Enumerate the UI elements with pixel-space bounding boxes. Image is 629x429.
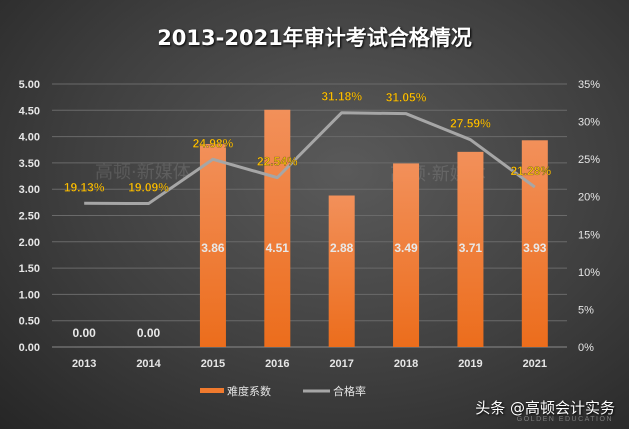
bar-2016 [264, 109, 291, 347]
legend-label-line: 合格率 [333, 384, 366, 398]
bar-2018 [393, 163, 420, 347]
left-axis-tick: 3.00 [19, 184, 40, 196]
right-axis-tick: 25% [578, 154, 600, 166]
x-axis-tick: 2015 [201, 358, 225, 370]
bar-label: 3.49 [394, 241, 418, 255]
footer-credit: 头条 @高顿会计实务 [475, 399, 615, 417]
bar-label: 2.88 [330, 241, 354, 255]
left-axis-tick: 5.00 [19, 79, 40, 91]
line-label: 19.13% [64, 180, 105, 194]
right-axis-tick: 10% [578, 267, 600, 279]
right-axis-tick: 15% [578, 229, 600, 241]
x-axis-tick: 2017 [329, 358, 353, 370]
right-axis-tick: 5% [578, 304, 594, 316]
left-axis-tick: 0.00 [19, 342, 40, 354]
left-axis-tick: 2.50 [19, 211, 40, 223]
bar-label: 0.00 [137, 326, 161, 340]
bar-2021 [521, 140, 548, 347]
line-label: 19.09% [128, 181, 169, 195]
right-axis-tick: 0% [578, 342, 594, 354]
line-label: 31.18% [321, 90, 362, 104]
line-label: 22.54% [257, 155, 298, 169]
left-axis-tick: 4.50 [19, 105, 40, 117]
chart-title: 2013-2021年审计考试合格情况 [157, 26, 472, 50]
bar-label: 3.71 [459, 241, 483, 255]
left-axis-tick: 4.00 [19, 132, 40, 144]
x-axis-tick: 2018 [394, 358, 418, 370]
x-axis-tick: 2019 [458, 358, 482, 370]
bar-2017 [328, 195, 355, 347]
bar-2019 [457, 151, 484, 347]
left-axis-tick: 1.50 [19, 263, 40, 275]
x-axis-tick: 2016 [265, 358, 289, 370]
watermark-text: 高顿·新媒体 [95, 162, 191, 183]
left-axis-tick: 0.50 [19, 316, 40, 328]
left-axis-tick: 1.00 [19, 289, 40, 301]
x-axis-tick: 2014 [136, 358, 161, 370]
bar-2015 [199, 143, 226, 347]
bar-label: 4.51 [266, 241, 290, 255]
right-axis-tick: 30% [578, 117, 600, 129]
legend-label-bars: 难度系数 [227, 384, 271, 398]
line-label: 24.98% [193, 136, 234, 150]
right-axis-tick: 35% [578, 79, 600, 91]
line-pass-rate [84, 111, 536, 206]
x-axis-tick: 2021 [523, 358, 547, 370]
left-axis-tick: 2.00 [19, 237, 40, 249]
bar-label: 3.93 [523, 241, 547, 255]
footer-brand: GOLDEN EDUCATION [516, 416, 613, 423]
bar-label: 0.00 [73, 326, 97, 340]
legend-swatch-bars [200, 388, 224, 393]
right-axis-tick: 20% [578, 192, 600, 204]
left-axis-tick: 3.50 [19, 158, 40, 170]
bar-label: 3.86 [201, 241, 225, 255]
line-label: 31.05% [386, 91, 427, 105]
line-label: 27.59% [450, 117, 491, 131]
line-label: 21.28% [510, 164, 551, 178]
x-axis-tick: 2013 [72, 358, 96, 370]
